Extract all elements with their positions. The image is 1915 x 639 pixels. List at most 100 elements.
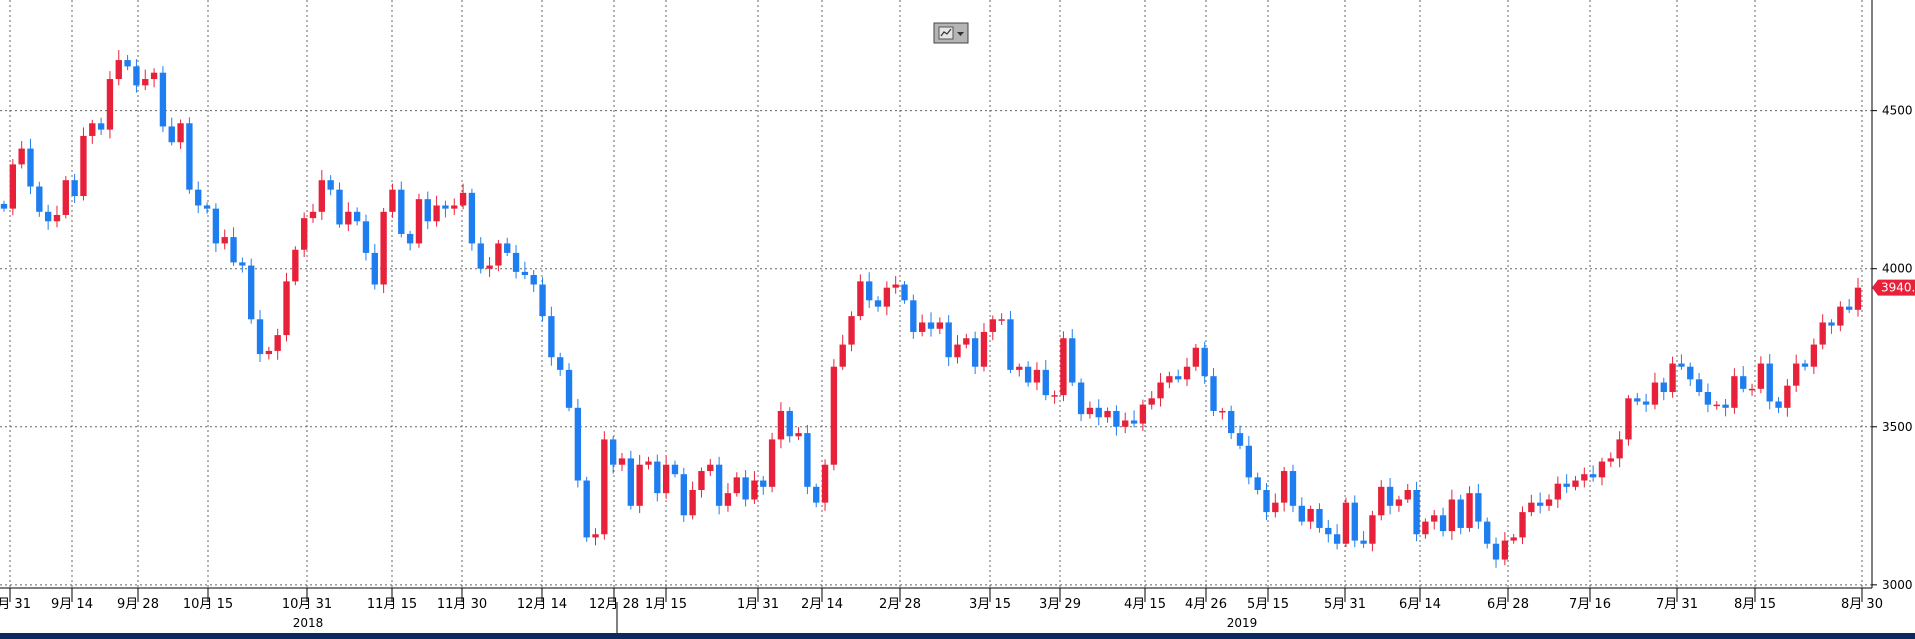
candle-body: [1113, 410, 1120, 427]
candle-body: [71, 180, 78, 196]
candle-body: [768, 439, 776, 487]
candle-body: [1448, 499, 1456, 532]
x-year-label: 2019: [1227, 616, 1258, 630]
candle-body: [221, 237, 228, 244]
candle-body: [804, 433, 811, 487]
candle-body: [1095, 407, 1102, 418]
candle-body: [892, 284, 899, 288]
candle-body: [1298, 505, 1305, 522]
candle-body: [609, 439, 617, 465]
candle-body: [662, 464, 670, 494]
candle-body: [44, 211, 52, 222]
candle-body: [954, 344, 961, 358]
candle-body: [830, 366, 838, 465]
candle-body: [715, 464, 723, 506]
x-tick-label: 11月 30: [437, 597, 487, 612]
candle-body: [1289, 471, 1297, 506]
candle-body: [1731, 376, 1738, 408]
candle-body: [760, 480, 767, 487]
candle-body: [795, 433, 802, 437]
candle-body: [645, 461, 652, 465]
candle-body: [1457, 499, 1464, 528]
candle-body: [1122, 420, 1129, 427]
candle-body: [424, 199, 431, 222]
candle-body: [62, 180, 69, 215]
candle-body: [300, 218, 308, 250]
candle-body: [751, 480, 758, 500]
x-tick-label: 10月 31: [282, 597, 332, 612]
candle-body: [1175, 376, 1182, 380]
candle-body: [839, 344, 846, 367]
last-price-marker: 3940.0: [1872, 279, 1915, 296]
candle-body: [1492, 543, 1500, 560]
x-tick-label: 1月 15: [645, 597, 687, 612]
x-tick-label: 5月 31: [1324, 597, 1366, 612]
candle-body: [106, 79, 114, 130]
candle-body: [680, 474, 687, 516]
candle-body: [1077, 382, 1085, 415]
candle-body: [89, 123, 96, 136]
candle-body: [1192, 347, 1200, 367]
candle-body: [1581, 474, 1588, 481]
candle-body: [1378, 486, 1385, 516]
x-tick-label: 6月 14: [1399, 597, 1441, 612]
candle-body: [945, 322, 952, 358]
y-tick-label: 4500: [1882, 104, 1913, 118]
x-tick-label: 12月 28: [589, 597, 639, 612]
candle-body: [689, 490, 696, 516]
candle-body: [115, 60, 122, 80]
candle-body: [1793, 363, 1800, 386]
candle-body: [1404, 490, 1411, 500]
candle-body: [1510, 537, 1517, 541]
candle-body: [186, 123, 193, 190]
candle-body: [1351, 502, 1358, 541]
candle-body: [583, 480, 590, 538]
x-tick-label: 3月 29: [1039, 597, 1081, 612]
candle-body: [283, 281, 290, 336]
candle-body: [1439, 515, 1447, 532]
x-tick-label: 1月 31: [737, 597, 779, 612]
candle-body: [592, 534, 599, 538]
candle-body: [848, 316, 855, 345]
candle-body: [936, 322, 944, 329]
candle-body: [1854, 287, 1862, 310]
candle-body: [601, 439, 608, 535]
chart-type-button[interactable]: [933, 22, 969, 44]
candle-body: [1484, 521, 1491, 544]
candle-body: [1413, 490, 1420, 535]
candle-body: [821, 464, 829, 503]
candle-body: [565, 369, 573, 408]
candle-body: [521, 271, 529, 276]
candle-body: [336, 189, 343, 225]
x-year-label: 2018: [293, 616, 324, 630]
candle-body: [177, 123, 184, 143]
candle-body: [371, 252, 378, 285]
x-tick-label: 7月 31: [1656, 597, 1698, 612]
candle-body: [1554, 483, 1562, 500]
candle-body: [857, 281, 864, 317]
candle-body: [901, 284, 908, 301]
candle-body: [18, 148, 25, 165]
x-tick-label: 9月 14: [51, 597, 93, 612]
candle-body: [203, 205, 211, 209]
candle-body: [27, 148, 34, 187]
x-tick-label: 12月 14: [517, 597, 567, 612]
candle-body: [150, 72, 158, 80]
candle-body: [1660, 382, 1667, 392]
candle-body: [1845, 306, 1853, 310]
candle-body: [1704, 392, 1712, 405]
candle-body: [1625, 398, 1632, 440]
candle-body: [1801, 363, 1809, 367]
candle-body: [786, 410, 793, 437]
candle-body: [1263, 490, 1270, 513]
candle-body: [1616, 439, 1623, 459]
candle-body: [1757, 363, 1765, 389]
candle-body: [574, 407, 582, 481]
candle-body: [353, 211, 361, 222]
candle-body: [813, 486, 820, 503]
candle-body: [883, 287, 891, 307]
x-tick-label: 8月 15: [1734, 597, 1776, 612]
candle-body: [671, 464, 679, 475]
candle-body: [1325, 527, 1332, 535]
candle-body: [256, 319, 264, 355]
